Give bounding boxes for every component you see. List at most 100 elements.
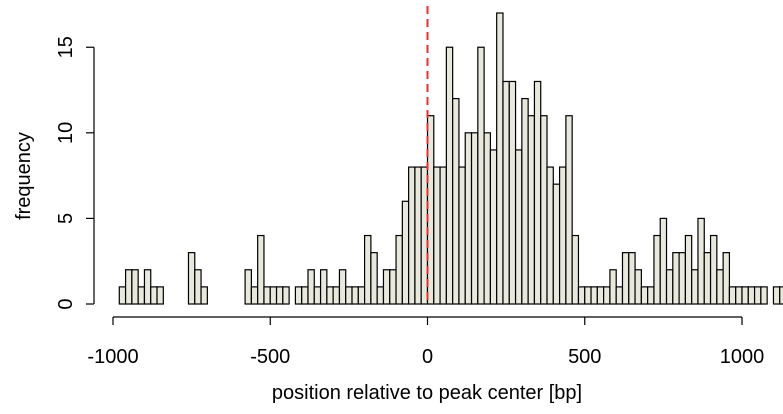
histogram-bar <box>571 234 580 305</box>
histogram-bar <box>464 132 473 305</box>
histogram-bar <box>678 252 686 305</box>
histogram-bar <box>137 286 146 305</box>
histogram-bar <box>200 286 208 305</box>
histogram-bar <box>439 166 447 305</box>
histogram-bar <box>194 269 202 305</box>
histogram-bar <box>640 286 649 305</box>
histogram-bar <box>345 286 353 305</box>
histogram-bar <box>728 286 737 305</box>
histogram-bar <box>735 286 743 305</box>
histogram-bar <box>307 269 315 305</box>
histogram-bar <box>143 269 152 305</box>
histogram-bar <box>722 252 731 305</box>
y-tick-label: 10 <box>55 122 77 144</box>
histogram-bar <box>150 286 158 305</box>
histogram-bar <box>458 166 466 305</box>
x-tick-label: 1000 <box>720 346 765 368</box>
histogram-bar <box>257 234 265 305</box>
histogram-bar <box>659 217 668 305</box>
histogram-bar <box>609 269 617 305</box>
histogram-bar <box>124 269 133 305</box>
histogram-bar <box>294 286 303 305</box>
histogram-bar <box>684 234 693 305</box>
histogram-bar <box>697 217 705 305</box>
histogram-bar <box>772 286 781 305</box>
x-tick-label: -1000 <box>87 346 138 368</box>
histogram-bar <box>760 286 768 305</box>
histogram-bar <box>370 252 378 305</box>
histogram-bar <box>395 234 403 305</box>
histogram-bar <box>376 286 385 305</box>
histogram-bar <box>401 200 410 305</box>
histogram-bar <box>483 132 491 305</box>
histogram-bar <box>596 286 605 305</box>
histogram-bar <box>665 269 674 305</box>
histogram-bar <box>753 286 762 305</box>
histogram-bar <box>502 80 510 305</box>
histogram-bar <box>615 286 624 305</box>
histogram-bar <box>118 286 127 305</box>
histogram-bar <box>338 269 347 305</box>
histogram-bar <box>540 115 548 305</box>
histogram-bar <box>414 166 422 305</box>
histogram-bar <box>470 132 479 305</box>
histogram-bar <box>326 286 334 305</box>
y-axis-label: frequency <box>13 132 35 220</box>
histogram-bar <box>156 286 164 305</box>
histogram-bar <box>131 269 139 305</box>
x-tick-label: -500 <box>250 346 290 368</box>
histogram-bar <box>577 286 586 305</box>
histogram-bar <box>747 286 756 305</box>
histogram-bar <box>628 252 636 305</box>
histogram-bar <box>546 166 554 305</box>
histogram-bars <box>118 12 783 305</box>
histogram-bar <box>496 12 504 305</box>
histogram-bar <box>332 286 341 305</box>
x-tick-label: 500 <box>568 346 601 368</box>
histogram-bar <box>621 252 630 305</box>
histogram-bar <box>244 269 252 305</box>
histogram-bar <box>263 286 271 305</box>
histogram-bar <box>508 80 517 305</box>
histogram-bar <box>357 286 366 305</box>
histogram-bar <box>691 269 699 305</box>
histogram-bar <box>319 269 328 305</box>
histogram-bar <box>250 286 259 305</box>
histogram-bar <box>351 286 359 305</box>
histogram-bar <box>741 286 749 305</box>
y-tick-label: 5 <box>55 213 77 224</box>
y-tick-label: 0 <box>55 298 77 309</box>
histogram-bar <box>703 252 712 305</box>
histogram-bar <box>477 46 485 305</box>
x-axis-label: position relative to peak center [bp] <box>272 382 582 404</box>
histogram-bar <box>584 286 592 305</box>
histogram-bar <box>275 286 284 305</box>
histogram-bar <box>389 269 397 305</box>
histogram-bar <box>709 234 718 305</box>
histogram-bar <box>282 286 290 305</box>
histogram-bar <box>527 115 536 305</box>
histogram-bar <box>187 252 196 305</box>
histogram-bar <box>489 149 498 305</box>
histogram-bar <box>445 46 454 305</box>
histogram-bar <box>716 269 724 305</box>
histogram-bar <box>552 183 561 305</box>
histogram-bar <box>313 286 322 305</box>
histogram-bar <box>382 269 391 305</box>
histogram-bar <box>408 166 416 305</box>
histogram-bar <box>514 149 523 305</box>
histogram-bar <box>533 80 542 305</box>
y-tick-label: 15 <box>55 36 77 58</box>
histogram-bar <box>364 234 372 305</box>
histogram-bar <box>452 97 460 305</box>
histogram-bar <box>269 286 278 305</box>
y-axis: 0 5 10 15 <box>55 36 95 310</box>
histogram-bar <box>653 234 661 305</box>
x-tick-label: 0 <box>422 346 433 368</box>
histogram-bar <box>565 115 573 305</box>
histogram-bar <box>521 97 529 305</box>
histogram-bar <box>647 286 655 305</box>
histogram-bar <box>301 286 309 305</box>
histogram-bar <box>603 286 611 305</box>
